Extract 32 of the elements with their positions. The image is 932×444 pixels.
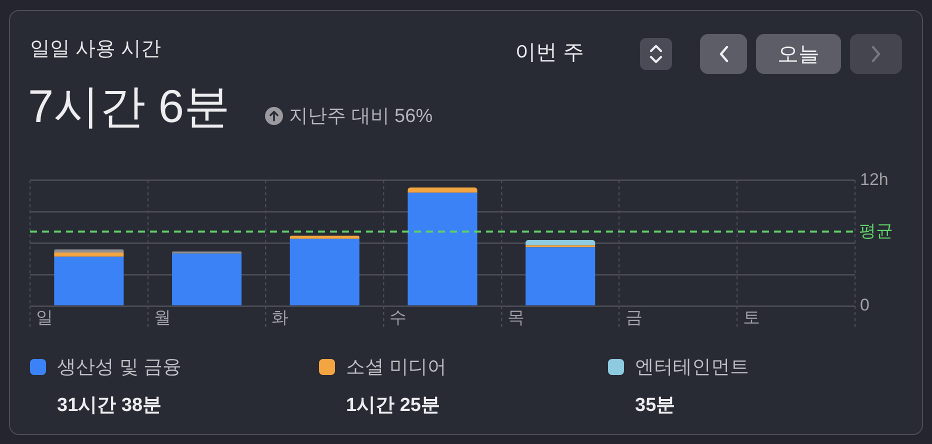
legend-label: 엔터테인먼트 [635, 357, 749, 378]
y-tick-label: 0 [860, 296, 870, 315]
bar [172, 254, 242, 306]
x-tick-label: 목 [507, 308, 524, 327]
x-tick-label: 토 [743, 308, 760, 327]
bar [54, 252, 124, 257]
bar [526, 247, 596, 306]
bar [526, 240, 596, 246]
legend-label: 소셜 미디어 [346, 357, 446, 378]
x-tick-label: 월 [154, 308, 171, 327]
text: 1시간 25분 [346, 395, 440, 416]
bar [54, 249, 124, 253]
text: 이번 주 [515, 41, 584, 64]
bar [54, 256, 124, 306]
text: 31시간 38분 [57, 395, 162, 416]
x-tick-label: 일 [36, 308, 53, 327]
bar [290, 236, 360, 239]
y-tick-label: 12h [860, 170, 888, 189]
bar [408, 192, 478, 306]
chart-title: 일일 사용 시간 [30, 38, 162, 60]
x-tick-label: 수 [390, 308, 407, 327]
ref-line-label: 평균 [859, 221, 893, 240]
legend-label: 생산성 및 금융 [57, 357, 182, 378]
bar [172, 251, 242, 254]
bar [290, 238, 360, 306]
text: 지난주 대비 56% [289, 106, 433, 127]
x-tick-label: 금 [625, 308, 642, 327]
today-button: 오늘 [756, 34, 841, 74]
bar [408, 188, 478, 193]
text: 35분 [635, 395, 676, 416]
x-tick-label: 화 [272, 308, 289, 327]
chart-subtitle: 7시간 6분 [28, 80, 230, 132]
